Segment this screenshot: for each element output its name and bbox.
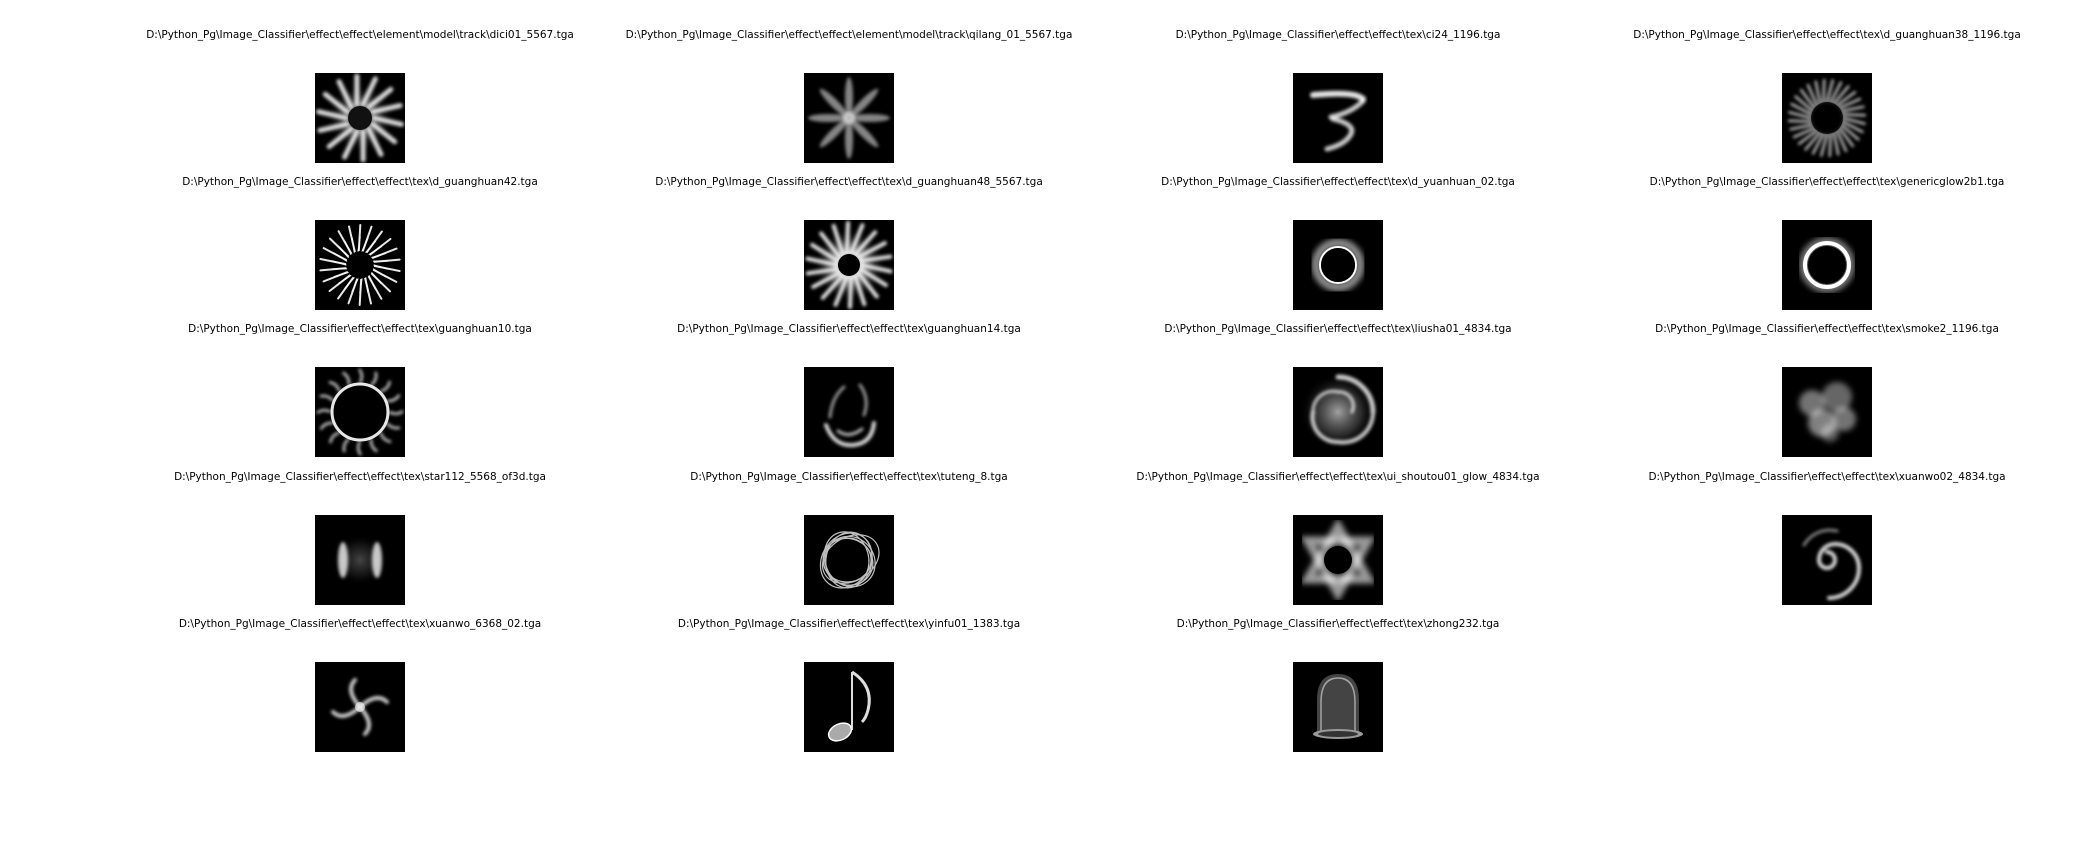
thumbnail-cell: D:\Python_Pg\Image_Classifier\effect\eff…	[1138, 323, 1538, 463]
vortex-texture	[1300, 374, 1376, 450]
smoke-texture	[1799, 382, 1856, 442]
spiky-splash-texture	[316, 73, 404, 163]
file-path-caption: D:\Python_Pg\Image_Classifier\effect\eff…	[146, 29, 574, 41]
thumbnail-cell: D:\Python_Pg\Image_Classifier\effect\eff…	[626, 29, 1072, 169]
file-path-caption: D:\Python_Pg\Image_Classifier\effect\eff…	[677, 618, 1021, 630]
file-path-caption: D:\Python_Pg\Image_Classifier\effect\eff…	[1176, 618, 1500, 630]
file-path-caption: D:\Python_Pg\Image_Classifier\effect\eff…	[1655, 323, 1999, 335]
streak-swirl-icon	[1293, 73, 1383, 163]
pinwheel-texture	[331, 678, 389, 736]
bright-ring-icon	[1782, 220, 1872, 310]
glow-burst-icon	[804, 220, 894, 310]
starburst-texture	[319, 224, 401, 306]
spiky-splash-icon	[315, 73, 405, 163]
thumbnail-cell: D:\Python_Pg\Image_Classifier\effect\eff…	[1138, 29, 1538, 169]
thumbnail-cell: D:\Python_Pg\Image_Classifier\effect\eff…	[146, 29, 574, 169]
flame-arc-icon	[804, 367, 894, 457]
file-path-caption: D:\Python_Pg\Image_Classifier\effect\eff…	[174, 471, 546, 483]
music-note-texture	[827, 670, 871, 742]
streak-swirl-texture	[1310, 90, 1366, 152]
soft-ring-icon	[1293, 220, 1383, 310]
thumbnail-cell: D:\Python_Pg\Image_Classifier\effect\eff…	[1138, 618, 1538, 758]
twin-arcs-icon	[315, 515, 405, 605]
hexagram-glow-texture	[1300, 517, 1376, 603]
file-path-caption: D:\Python_Pg\Image_Classifier\effect\eff…	[182, 176, 538, 188]
thumbnail-cell: D:\Python_Pg\Image_Classifier\effect\eff…	[1138, 176, 1538, 316]
hexagram-glow-icon	[1293, 515, 1383, 605]
soft-ring-texture	[1311, 238, 1365, 292]
thumbnail-cell: D:\Python_Pg\Image_Classifier\effect\eff…	[160, 618, 560, 758]
spiky-ring-icon	[1782, 73, 1872, 163]
bright-ring-texture	[1799, 237, 1855, 293]
flame-ring-icon	[315, 367, 405, 457]
file-path-caption: D:\Python_Pg\Image_Classifier\effect\eff…	[1164, 323, 1512, 335]
bell-texture	[1313, 674, 1363, 739]
radial-petals-icon	[804, 73, 894, 163]
thumbnail-cell: D:\Python_Pg\Image_Classifier\effect\eff…	[649, 618, 1049, 758]
thumbnail-cell: D:\Python_Pg\Image_Classifier\effect\eff…	[1627, 176, 2027, 316]
thumbnail-cell: D:\Python_Pg\Image_Classifier\effect\eff…	[649, 176, 1049, 316]
twin-arcs-texture	[334, 534, 386, 586]
starburst-icon	[315, 220, 405, 310]
thumbnail-cell: D:\Python_Pg\Image_Classifier\effect\eff…	[1627, 29, 2027, 169]
file-path-caption: D:\Python_Pg\Image_Classifier\effect\eff…	[178, 618, 542, 630]
spiral-texture	[1802, 528, 1862, 600]
file-path-caption: D:\Python_Pg\Image_Classifier\effect\eff…	[1649, 176, 2005, 188]
thumbnail-cell: D:\Python_Pg\Image_Classifier\effect\eff…	[160, 176, 560, 316]
flame-ring-texture	[316, 368, 404, 456]
music-note-icon	[804, 662, 894, 752]
file-path-caption: D:\Python_Pg\Image_Classifier\effect\eff…	[1633, 29, 2021, 41]
smoke-icon	[1782, 367, 1872, 457]
thumbnail-cell: D:\Python_Pg\Image_Classifier\effect\eff…	[160, 323, 560, 463]
thumbnail-cell: D:\Python_Pg\Image_Classifier\effect\eff…	[649, 471, 1049, 611]
scribble-ring-texture	[819, 531, 880, 589]
radial-petals-texture	[808, 77, 890, 159]
thumbnail-cell: D:\Python_Pg\Image_Classifier\effect\eff…	[160, 471, 560, 611]
pinwheel-icon	[315, 662, 405, 752]
thumbnail-cell: D:\Python_Pg\Image_Classifier\effect\eff…	[1136, 471, 1540, 611]
file-path-caption: D:\Python_Pg\Image_Classifier\effect\eff…	[655, 176, 1043, 188]
glow-burst-texture	[805, 221, 893, 309]
file-path-caption: D:\Python_Pg\Image_Classifier\effect\eff…	[690, 471, 1008, 483]
file-path-caption: D:\Python_Pg\Image_Classifier\effect\eff…	[1161, 176, 1515, 188]
thumbnail-cell: D:\Python_Pg\Image_Classifier\effect\eff…	[649, 323, 1049, 463]
vortex-icon	[1293, 367, 1383, 457]
file-path-caption: D:\Python_Pg\Image_Classifier\effect\eff…	[1648, 471, 2006, 483]
file-path-caption: D:\Python_Pg\Image_Classifier\effect\eff…	[1175, 29, 1501, 41]
thumbnail-cell: D:\Python_Pg\Image_Classifier\effect\eff…	[1627, 471, 2027, 611]
scribble-ring-icon	[804, 515, 894, 605]
file-path-caption: D:\Python_Pg\Image_Classifier\effect\eff…	[677, 323, 1021, 335]
flame-arc-texture	[824, 383, 876, 448]
file-path-caption: D:\Python_Pg\Image_Classifier\effect\eff…	[1136, 471, 1540, 483]
file-path-caption: D:\Python_Pg\Image_Classifier\effect\eff…	[188, 323, 532, 335]
file-path-caption: D:\Python_Pg\Image_Classifier\effect\eff…	[625, 29, 1073, 41]
spiky-ring-texture	[1787, 78, 1867, 158]
bell-icon	[1293, 662, 1383, 752]
thumbnail-cell: D:\Python_Pg\Image_Classifier\effect\eff…	[1627, 323, 2027, 463]
spiral-icon	[1782, 515, 1872, 605]
